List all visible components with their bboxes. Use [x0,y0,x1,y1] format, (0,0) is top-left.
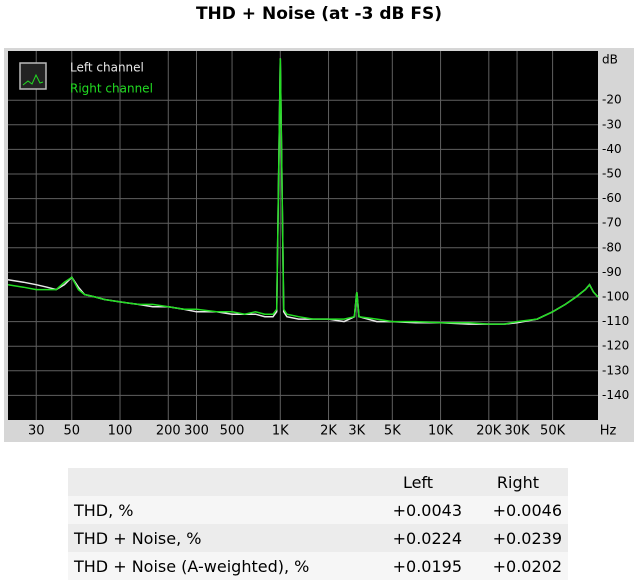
y-tick-label: -20 [602,93,622,107]
plot-area [8,51,598,420]
header-row: Left Right [68,468,568,496]
y-tick-label: -110 [602,314,629,328]
x-tick-label: 3K [348,424,365,439]
row-label: THD, % [74,500,134,520]
y-tick-label: -70 [602,216,622,230]
header-cell [68,468,368,496]
x-tick-label: 1K [272,424,289,439]
y-tick-label: -40 [602,142,622,156]
x-tick-label: 5K [384,424,401,439]
results-table: Left Right THD, % +0.0043 +0.0046 THD + Noise… [68,468,568,580]
header-cell: Right [496,472,540,492]
y-tick-label: -120 [602,339,629,353]
legend-icon-trace [22,73,44,86]
y-tick-label: -60 [602,191,622,205]
y-tick-label: -140 [602,388,629,402]
y-tick-label: -50 [602,167,622,181]
table-row: THD + Noise (A-weighted), % +0.0195 +0.020… [68,552,568,580]
value-cell: +0.0046 [492,500,562,520]
y-tick-label: -30 [602,117,622,131]
row-label: THD + Noise (A-weighted), % [74,556,310,576]
legend-icon [19,62,47,90]
x-axis-label: Hz [600,424,617,439]
header-cell: Left [402,472,434,492]
x-tick-label: 200 [156,424,181,439]
legend-label: Right channel [70,82,153,96]
x-tick-label: 500 [220,424,245,439]
x-tick-label: 20K [476,424,502,439]
x-tick-label: 50 [64,424,81,439]
x-tick-label: 30K [504,424,530,439]
chart: THD + Noise (at -3 dB FS) -20 -30 -40 -50 -6… [4,4,634,442]
value-cell: +0.0043 [392,500,462,520]
chart-title: THD + Noise (at -3 dB FS) [196,4,442,24]
value-cell: +0.0224 [392,528,462,548]
y-tick-label: -90 [602,265,622,279]
y-tick-label: -100 [602,290,629,304]
x-tick-label: 30 [28,424,45,439]
value-cell: +0.0239 [492,528,562,548]
table-row: THD, % +0.0043 +0.0046 [68,496,568,524]
series-line [7,58,599,325]
y-tick-label: -80 [602,240,622,254]
x-tick-label: 2K [320,424,337,439]
y-axis-label: dB [602,53,618,67]
x-tick-label: 300 [184,424,209,439]
x-tick-label: 50K [540,424,566,439]
legend-label: Left channel [70,61,144,75]
y-tick-label: -130 [602,363,629,377]
x-tick-label: 100 [108,424,133,439]
value-cell: +0.0202 [492,556,562,576]
value-cell: +0.0195 [392,556,462,576]
table-row: THD + Noise, % +0.0224 +0.0239 [68,524,568,552]
x-tick-label: 10K [428,424,454,439]
row-label: THD + Noise, % [74,528,202,548]
